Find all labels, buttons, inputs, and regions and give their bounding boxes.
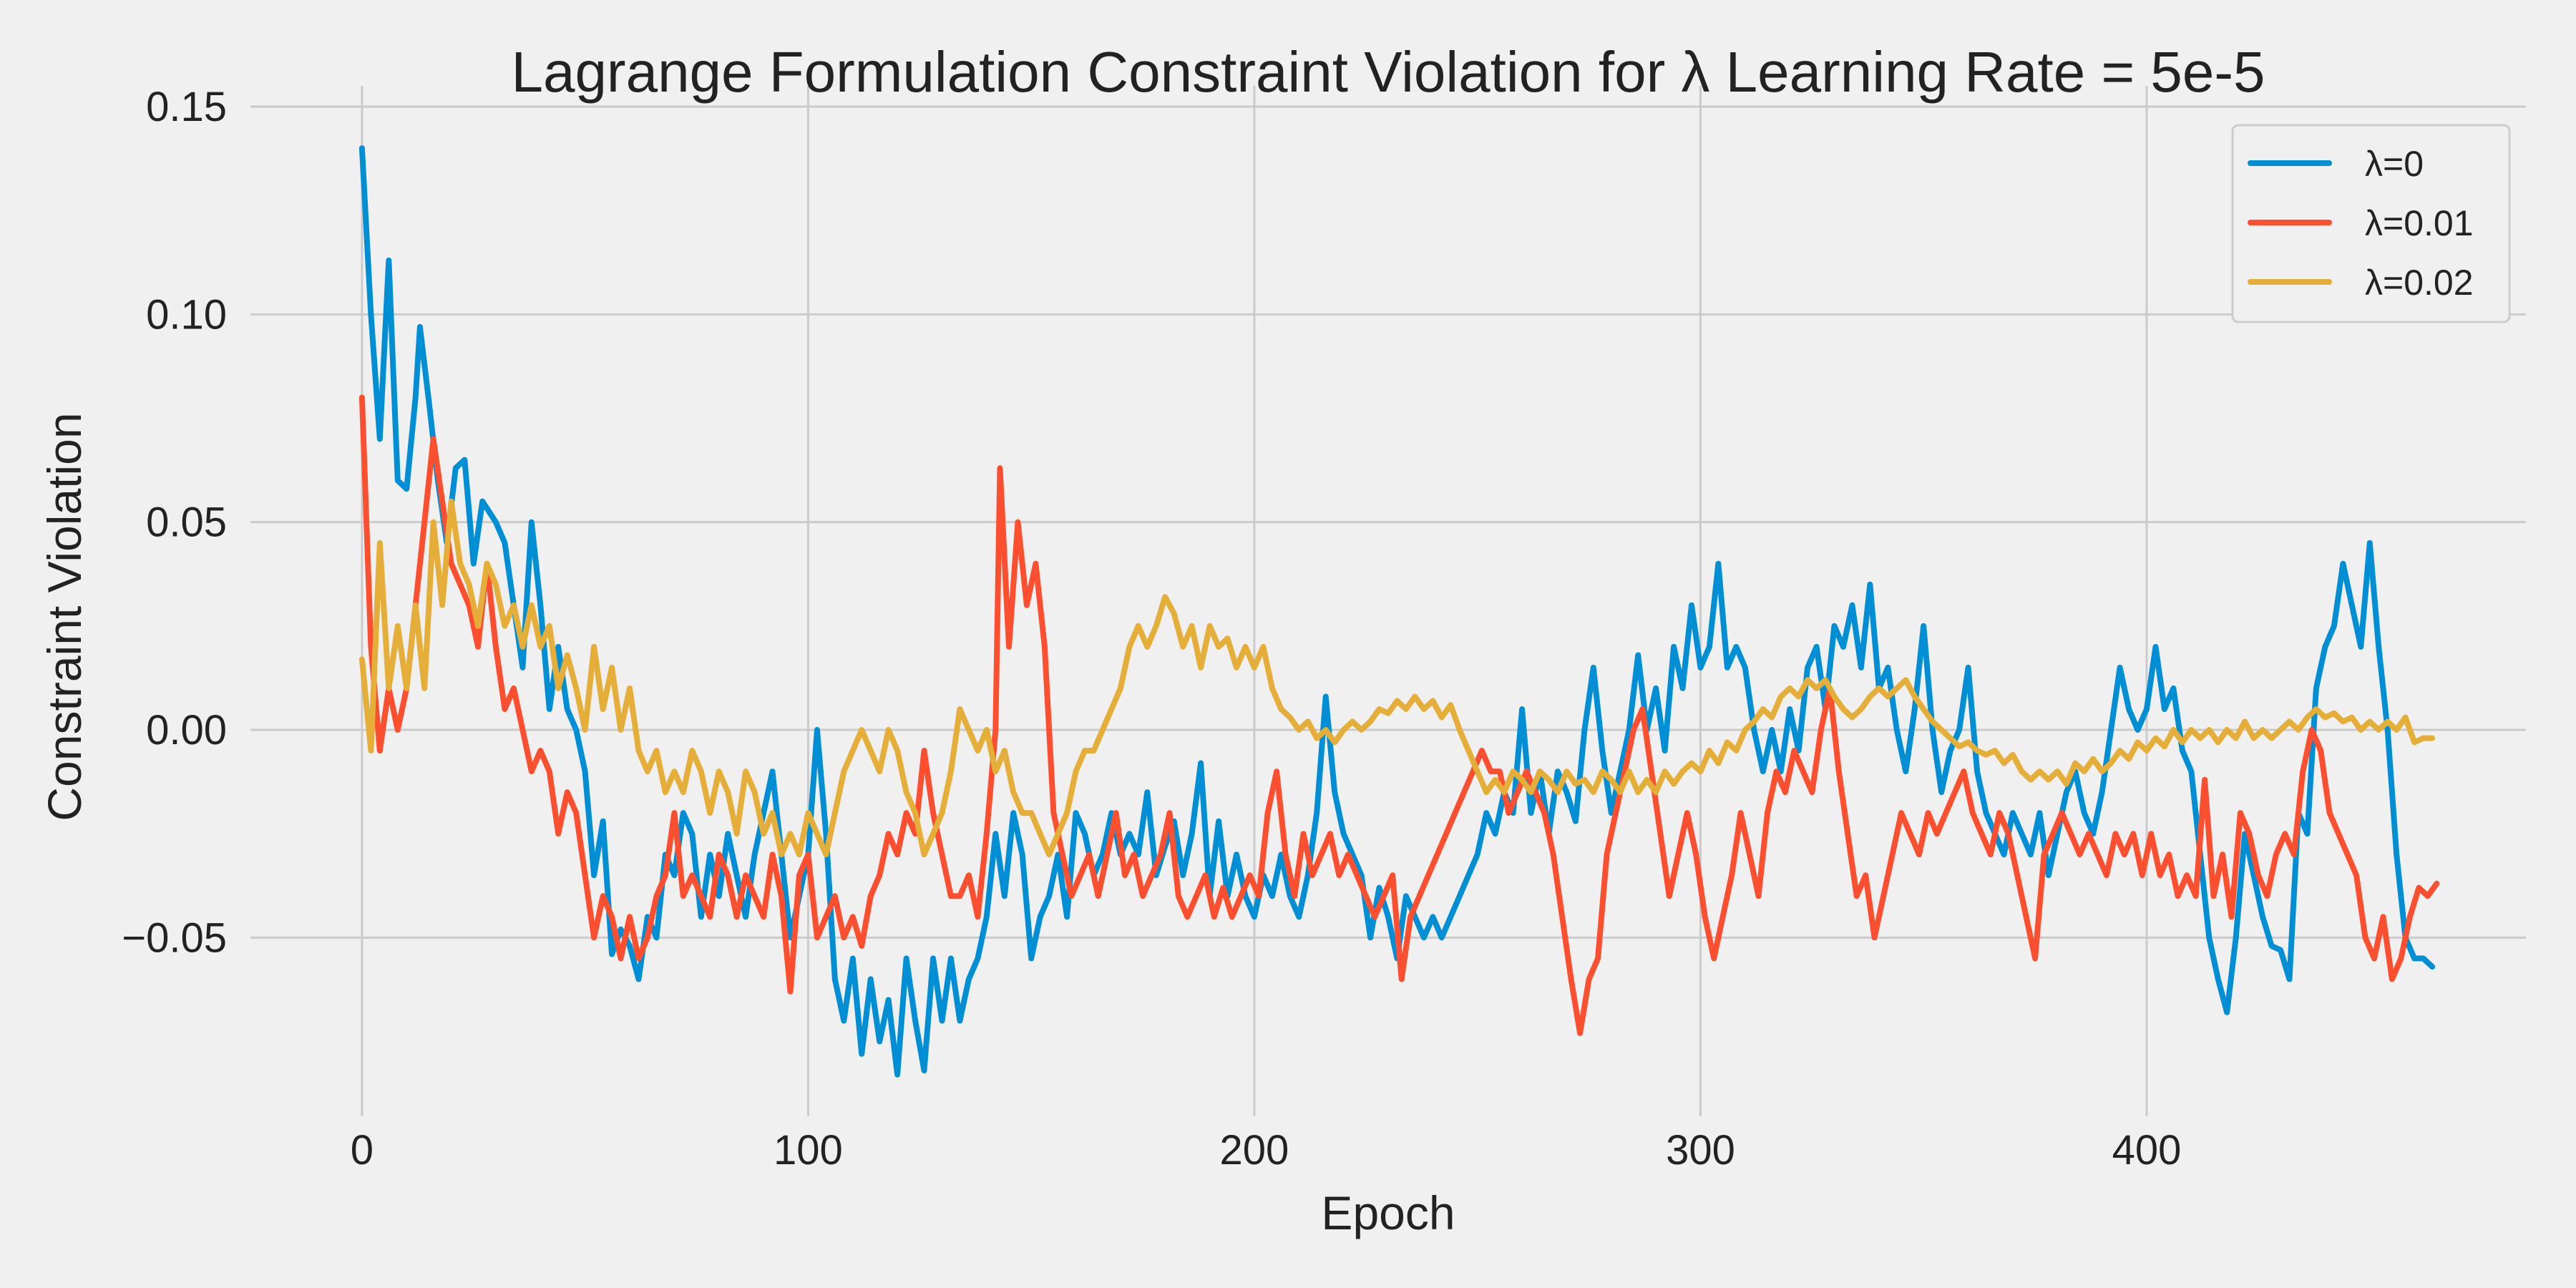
y-tick-label: 0.05 [146, 499, 227, 546]
x-gridlines [361, 86, 2148, 1116]
x-tick-label: 100 [774, 1127, 843, 1174]
x-tick-label: 300 [1666, 1127, 1735, 1174]
x-axis-title: Epoch [1321, 1186, 1455, 1239]
x-tick-label: 0 [351, 1127, 374, 1174]
series-line-2 [358, 498, 2436, 858]
y-tick-label: 0.00 [146, 707, 227, 753]
x-tick-label: 400 [2112, 1127, 2182, 1174]
y-tick-labels: −0.05 0.00 0.05 0.10 0.15 [122, 84, 227, 961]
y-tick-label: −0.05 [122, 914, 227, 961]
y-axis-title: Constraint Violation [38, 412, 91, 821]
legend: λ=0 λ=0.01 λ=0.02 [2231, 124, 2511, 323]
legend-label: λ=0.01 [2365, 203, 2474, 243]
series-layer [358, 145, 2440, 1078]
legend-label: λ=0 [2365, 144, 2424, 184]
x-tick-label: 200 [1220, 1127, 1289, 1174]
x-tick-labels: 0 100 200 300 400 [351, 1127, 2182, 1174]
legend-label: λ=0.02 [2365, 263, 2474, 303]
legend-items: λ=0 λ=0.01 λ=0.02 [2248, 144, 2474, 303]
chart-title: Lagrange Formulation Constraint Violatio… [511, 40, 2265, 104]
series-line-1 [358, 394, 2440, 1036]
y-tick-label: 0.10 [146, 291, 227, 338]
y-tick-label: 0.15 [146, 84, 227, 130]
legend-frame [2231, 124, 2511, 323]
